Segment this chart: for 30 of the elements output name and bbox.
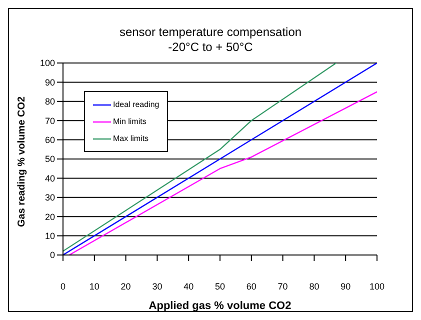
y-tick-label: 10 [44, 230, 55, 241]
y-tick-label: 20 [44, 212, 55, 222]
chart-subtitle: -20°C to + 50°C [167, 40, 254, 55]
x-axis-title: Applied gas % volume CO2 [148, 300, 292, 312]
x-tick-label: 30 [152, 281, 162, 292]
line-series [68, 91, 377, 255]
x-tick-label: 70 [278, 281, 288, 292]
x-tick-label: 50 [214, 281, 226, 292]
x-tick-label: 60 [246, 281, 256, 292]
y-axis-title: Gas reading % volume CO2 [16, 96, 28, 227]
legend-label: Min limits [113, 117, 146, 126]
y-tick-label: 30 [44, 192, 55, 203]
y-tick-label: 60 [44, 134, 55, 145]
chart-title: sensor temperature compensation [118, 25, 303, 40]
y-tick-label: 80 [44, 96, 55, 107]
x-tick-label: 80 [309, 281, 320, 292]
y-tick-label: 0 [50, 250, 55, 260]
legend-label: Ideal reading [113, 100, 160, 109]
y-tick-label: 100 [40, 58, 55, 68]
x-tick-label: 100 [369, 281, 385, 292]
y-tick-label: 70 [44, 116, 55, 126]
x-tick-label: 40 [184, 281, 194, 292]
x-tick-label: 90 [340, 281, 351, 292]
legend-label: Max limits [113, 134, 149, 143]
x-tick-label: 10 [89, 281, 100, 292]
x-tick-label: 20 [120, 281, 131, 292]
y-tick-label: 40 [44, 173, 55, 184]
y-tick-label: 90 [44, 77, 55, 88]
x-tick-label: 0 [60, 281, 66, 292]
y-tick-label: 50 [44, 154, 55, 164]
